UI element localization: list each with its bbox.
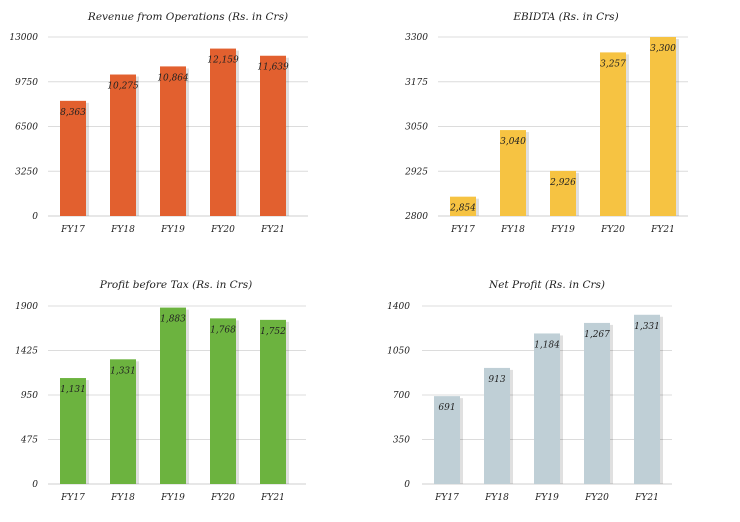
chart0-category-label: FY18 xyxy=(110,225,135,235)
chart3-category-label: FY17 xyxy=(434,493,459,503)
chart1-value-label: 2,926 xyxy=(549,178,576,188)
chart0-bar xyxy=(210,48,236,216)
chart3-ytick-label: 1400 xyxy=(387,302,410,312)
chart1-title: EBIDTA (Rs. in Crs) xyxy=(512,11,618,23)
chart3-value-label: 1,184 xyxy=(534,340,560,350)
chart0-value-label: 11,639 xyxy=(257,63,289,73)
chart0-ytick-label: 0 xyxy=(32,212,38,222)
chart0-ytick-label: 9750 xyxy=(15,78,38,88)
chart3-value-label: 913 xyxy=(488,375,505,385)
chart2-category-label: FY17 xyxy=(60,493,85,503)
chart1-ytick-label: 3050 xyxy=(405,123,428,133)
chart0-value-label: 8,363 xyxy=(60,108,86,118)
chart2-bar xyxy=(110,359,136,484)
chart3-bar xyxy=(634,314,660,484)
chart0-bar xyxy=(260,55,286,216)
chart1-category-label: FY20 xyxy=(600,225,625,235)
chart1-ytick-label: 2800 xyxy=(404,212,428,222)
chart1-ytick-label: 3300 xyxy=(405,33,428,43)
chart2-category-label: FY21 xyxy=(260,493,285,503)
chart1-ytick-label: 3175 xyxy=(405,78,428,88)
chart3-category-label: FY19 xyxy=(534,493,559,503)
chart1-bar xyxy=(500,130,526,216)
chart2-value-label: 1,131 xyxy=(60,385,86,395)
chart1-bar xyxy=(450,196,476,216)
revenue-chart: Revenue from Operations (Rs. in Crs) 0 325… xyxy=(9,11,308,235)
chart2-value-label: 1,331 xyxy=(110,366,136,376)
ebidta-chart: EBIDTA (Rs. in Crs) 2800 2925 3050 3175 3300 2… xyxy=(404,11,688,235)
chart1-value-label: 2,854 xyxy=(449,204,476,214)
chart0-ytick-label: 3250 xyxy=(15,167,38,177)
chart3-title: Net Profit (Rs. in Crs) xyxy=(488,279,605,291)
chart3-bar xyxy=(434,396,460,484)
chart3-value-label: 1,331 xyxy=(634,322,660,332)
chart2-value-label: 1,768 xyxy=(210,325,236,335)
chart1-category-label: FY19 xyxy=(550,225,575,235)
chart1-bar xyxy=(650,37,676,216)
chart3-category-label: FY20 xyxy=(584,493,609,503)
chart2-ytick-label: 1425 xyxy=(15,347,38,357)
chart2-category-label: FY20 xyxy=(210,493,235,503)
chart1-bar xyxy=(550,170,576,216)
chart0-category-label: FY19 xyxy=(160,225,185,235)
chart0-category-label: FY17 xyxy=(60,225,85,235)
chart2-ytick-label: 0 xyxy=(32,480,38,490)
chart2-bar xyxy=(160,307,186,484)
chart1-value-label: 3,040 xyxy=(500,137,526,147)
chart2-bar xyxy=(260,319,286,484)
chart0-title: Revenue from Operations (Rs. in Crs) xyxy=(87,11,288,23)
chart3-category-label: FY18 xyxy=(484,493,509,503)
chart2-value-label: 1,752 xyxy=(260,327,286,337)
chart2-bar xyxy=(210,318,236,484)
chart1-value-label: 3,300 xyxy=(650,44,676,54)
chart0-value-label: 10,275 xyxy=(107,82,139,92)
chart0-ytick-label: 6500 xyxy=(15,123,38,133)
chart3-ytick-label: 350 xyxy=(393,436,410,446)
chart3-bar xyxy=(484,367,510,484)
chart3-ytick-label: 1050 xyxy=(387,347,410,357)
chart3-bar xyxy=(534,333,560,484)
chart3-category-label: FY21 xyxy=(634,493,659,503)
chart0-bar xyxy=(60,100,86,216)
chart0-value-label: 12,159 xyxy=(207,56,239,66)
chart1-ytick-label: 2925 xyxy=(404,167,428,177)
chart2-ytick-label: 475 xyxy=(20,436,38,446)
chart3-value-label: 1,267 xyxy=(584,330,610,340)
chart0-category-label: FY21 xyxy=(260,225,285,235)
chart1-category-label: FY18 xyxy=(500,225,525,235)
chart2-value-label: 1,883 xyxy=(160,315,186,325)
chart0-value-label: 10,864 xyxy=(157,73,189,83)
chart1-category-label: FY17 xyxy=(450,225,475,235)
chart3-bar xyxy=(584,322,610,484)
chart0-ytick-label: 13000 xyxy=(9,33,38,43)
chart2-bar xyxy=(60,378,86,484)
chart2-category-label: FY18 xyxy=(110,493,135,503)
chart1-value-label: 3,257 xyxy=(600,59,626,69)
profit-before-tax-chart: Profit before Tax (Rs. in Crs) 0 475 950 142… xyxy=(15,279,306,503)
chart3-ytick-label: 0 xyxy=(404,480,410,490)
chart3-ytick-label: 700 xyxy=(393,391,410,401)
chart1-category-label: FY21 xyxy=(650,225,675,235)
chart0-category-label: FY20 xyxy=(210,225,235,235)
chart2-category-label: FY19 xyxy=(160,493,185,503)
chart3-value-label: 691 xyxy=(438,403,455,413)
chart0-bar xyxy=(110,74,136,217)
chart2-ytick-label: 950 xyxy=(21,391,38,401)
chart2-ytick-label: 1900 xyxy=(15,302,38,312)
net-profit-chart: Net Profit (Rs. in Crs) 0 350 700 1050 1400 69… xyxy=(387,279,672,503)
chart1-bar xyxy=(600,52,626,217)
chart2-title: Profit before Tax (Rs. in Crs) xyxy=(99,279,252,291)
chart0-bar xyxy=(160,66,186,217)
